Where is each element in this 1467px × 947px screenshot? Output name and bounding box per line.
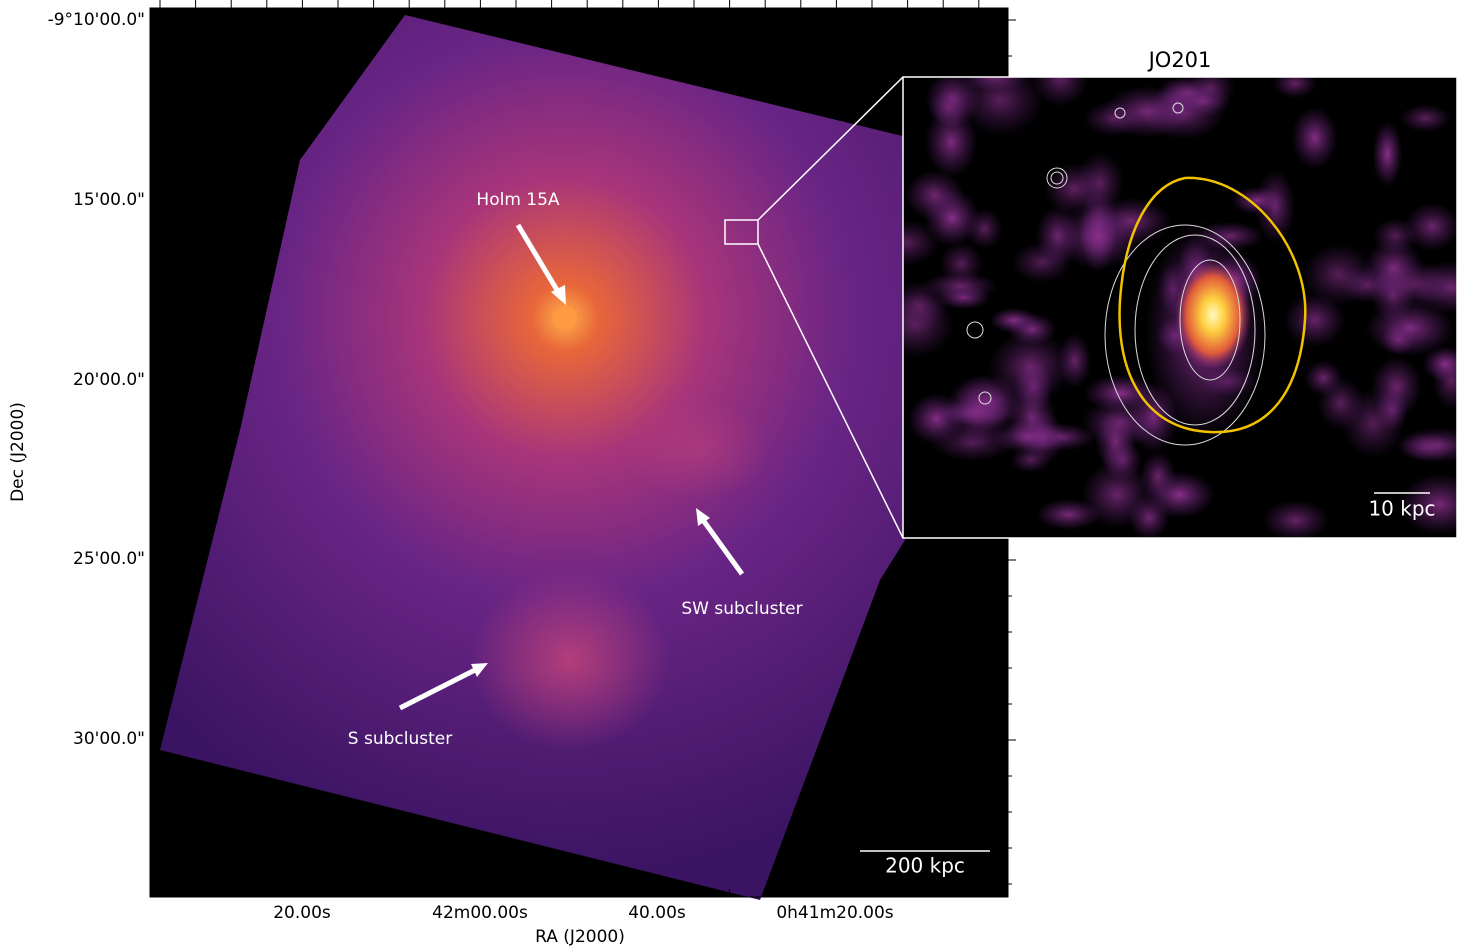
noise-blob bbox=[1092, 197, 1172, 245]
noise-blob bbox=[1374, 261, 1457, 308]
noise-blob bbox=[1173, 85, 1232, 118]
y-tick-label: 25'00.0" bbox=[73, 549, 145, 569]
noise-blob bbox=[1083, 100, 1145, 137]
annotation: S subcluster bbox=[348, 729, 452, 749]
scale-bar-label: 200 kpc bbox=[885, 854, 965, 878]
noise-blob bbox=[1395, 427, 1457, 463]
x-tick-label: 0h41m20.00s bbox=[776, 903, 893, 923]
y-axis-label: Dec (J2000) bbox=[8, 402, 28, 502]
s-subcluster-glow bbox=[470, 570, 670, 750]
cluster-emission bbox=[160, 15, 960, 900]
noise-blob bbox=[1291, 106, 1338, 169]
x-tick-label: 40.00s bbox=[628, 903, 686, 923]
x-tick-label: 42m00.00s bbox=[432, 903, 528, 923]
noise-blob bbox=[904, 170, 965, 221]
noise-blob bbox=[1302, 243, 1375, 306]
annotation: SW subcluster bbox=[681, 599, 802, 619]
zoom-box bbox=[724, 219, 759, 245]
inset-title: JO201 bbox=[1147, 48, 1212, 72]
noise-blob bbox=[924, 107, 978, 178]
y-tick-label: -9°10'00.0" bbox=[48, 10, 145, 30]
noise-blob bbox=[988, 330, 1072, 403]
inset-frame bbox=[902, 76, 1458, 539]
noise-blob bbox=[1272, 77, 1318, 99]
noise-blob bbox=[944, 374, 1010, 447]
noise-blob bbox=[1262, 499, 1330, 538]
noise-blob bbox=[1031, 77, 1089, 108]
annotation: Holm 15A bbox=[476, 190, 560, 210]
noise-blob bbox=[1399, 104, 1452, 133]
zoom-line bbox=[757, 243, 904, 539]
noise-blob bbox=[1370, 356, 1423, 418]
noise-blob bbox=[1404, 202, 1457, 252]
noise-blob bbox=[1231, 186, 1283, 215]
x-axis-label: RA (J2000) bbox=[535, 927, 625, 947]
y-tick-label: 20'00.0" bbox=[73, 370, 145, 390]
noise-blob bbox=[1372, 121, 1403, 188]
noise-blob bbox=[1081, 460, 1153, 529]
inset-image bbox=[903, 77, 1457, 538]
y-tick-label: 15'00.0" bbox=[73, 190, 145, 210]
noise-blob bbox=[966, 208, 1003, 249]
noise-blob bbox=[989, 307, 1039, 333]
x-tick-label: 20.00s bbox=[273, 903, 331, 923]
noise-blob bbox=[960, 77, 1028, 92]
arrows bbox=[398, 223, 745, 711]
noise-blob bbox=[1422, 346, 1457, 383]
noise-blob bbox=[1095, 409, 1136, 474]
noise-blob bbox=[991, 419, 1064, 454]
zoom-line bbox=[757, 76, 904, 221]
noise-blob bbox=[1380, 322, 1416, 356]
noise-blob bbox=[1283, 292, 1346, 348]
noise-blob bbox=[903, 280, 948, 332]
noise-blob bbox=[1057, 332, 1092, 389]
sw-subcluster-glow bbox=[630, 400, 770, 500]
noise-blob bbox=[1372, 217, 1418, 254]
scale-bar-label: 10 kpc bbox=[1368, 497, 1435, 521]
noise-blob bbox=[1398, 473, 1457, 535]
y-tick-label: 30'00.0" bbox=[73, 729, 145, 749]
holm-15a-core bbox=[553, 306, 577, 330]
noise-blob bbox=[1043, 162, 1105, 216]
